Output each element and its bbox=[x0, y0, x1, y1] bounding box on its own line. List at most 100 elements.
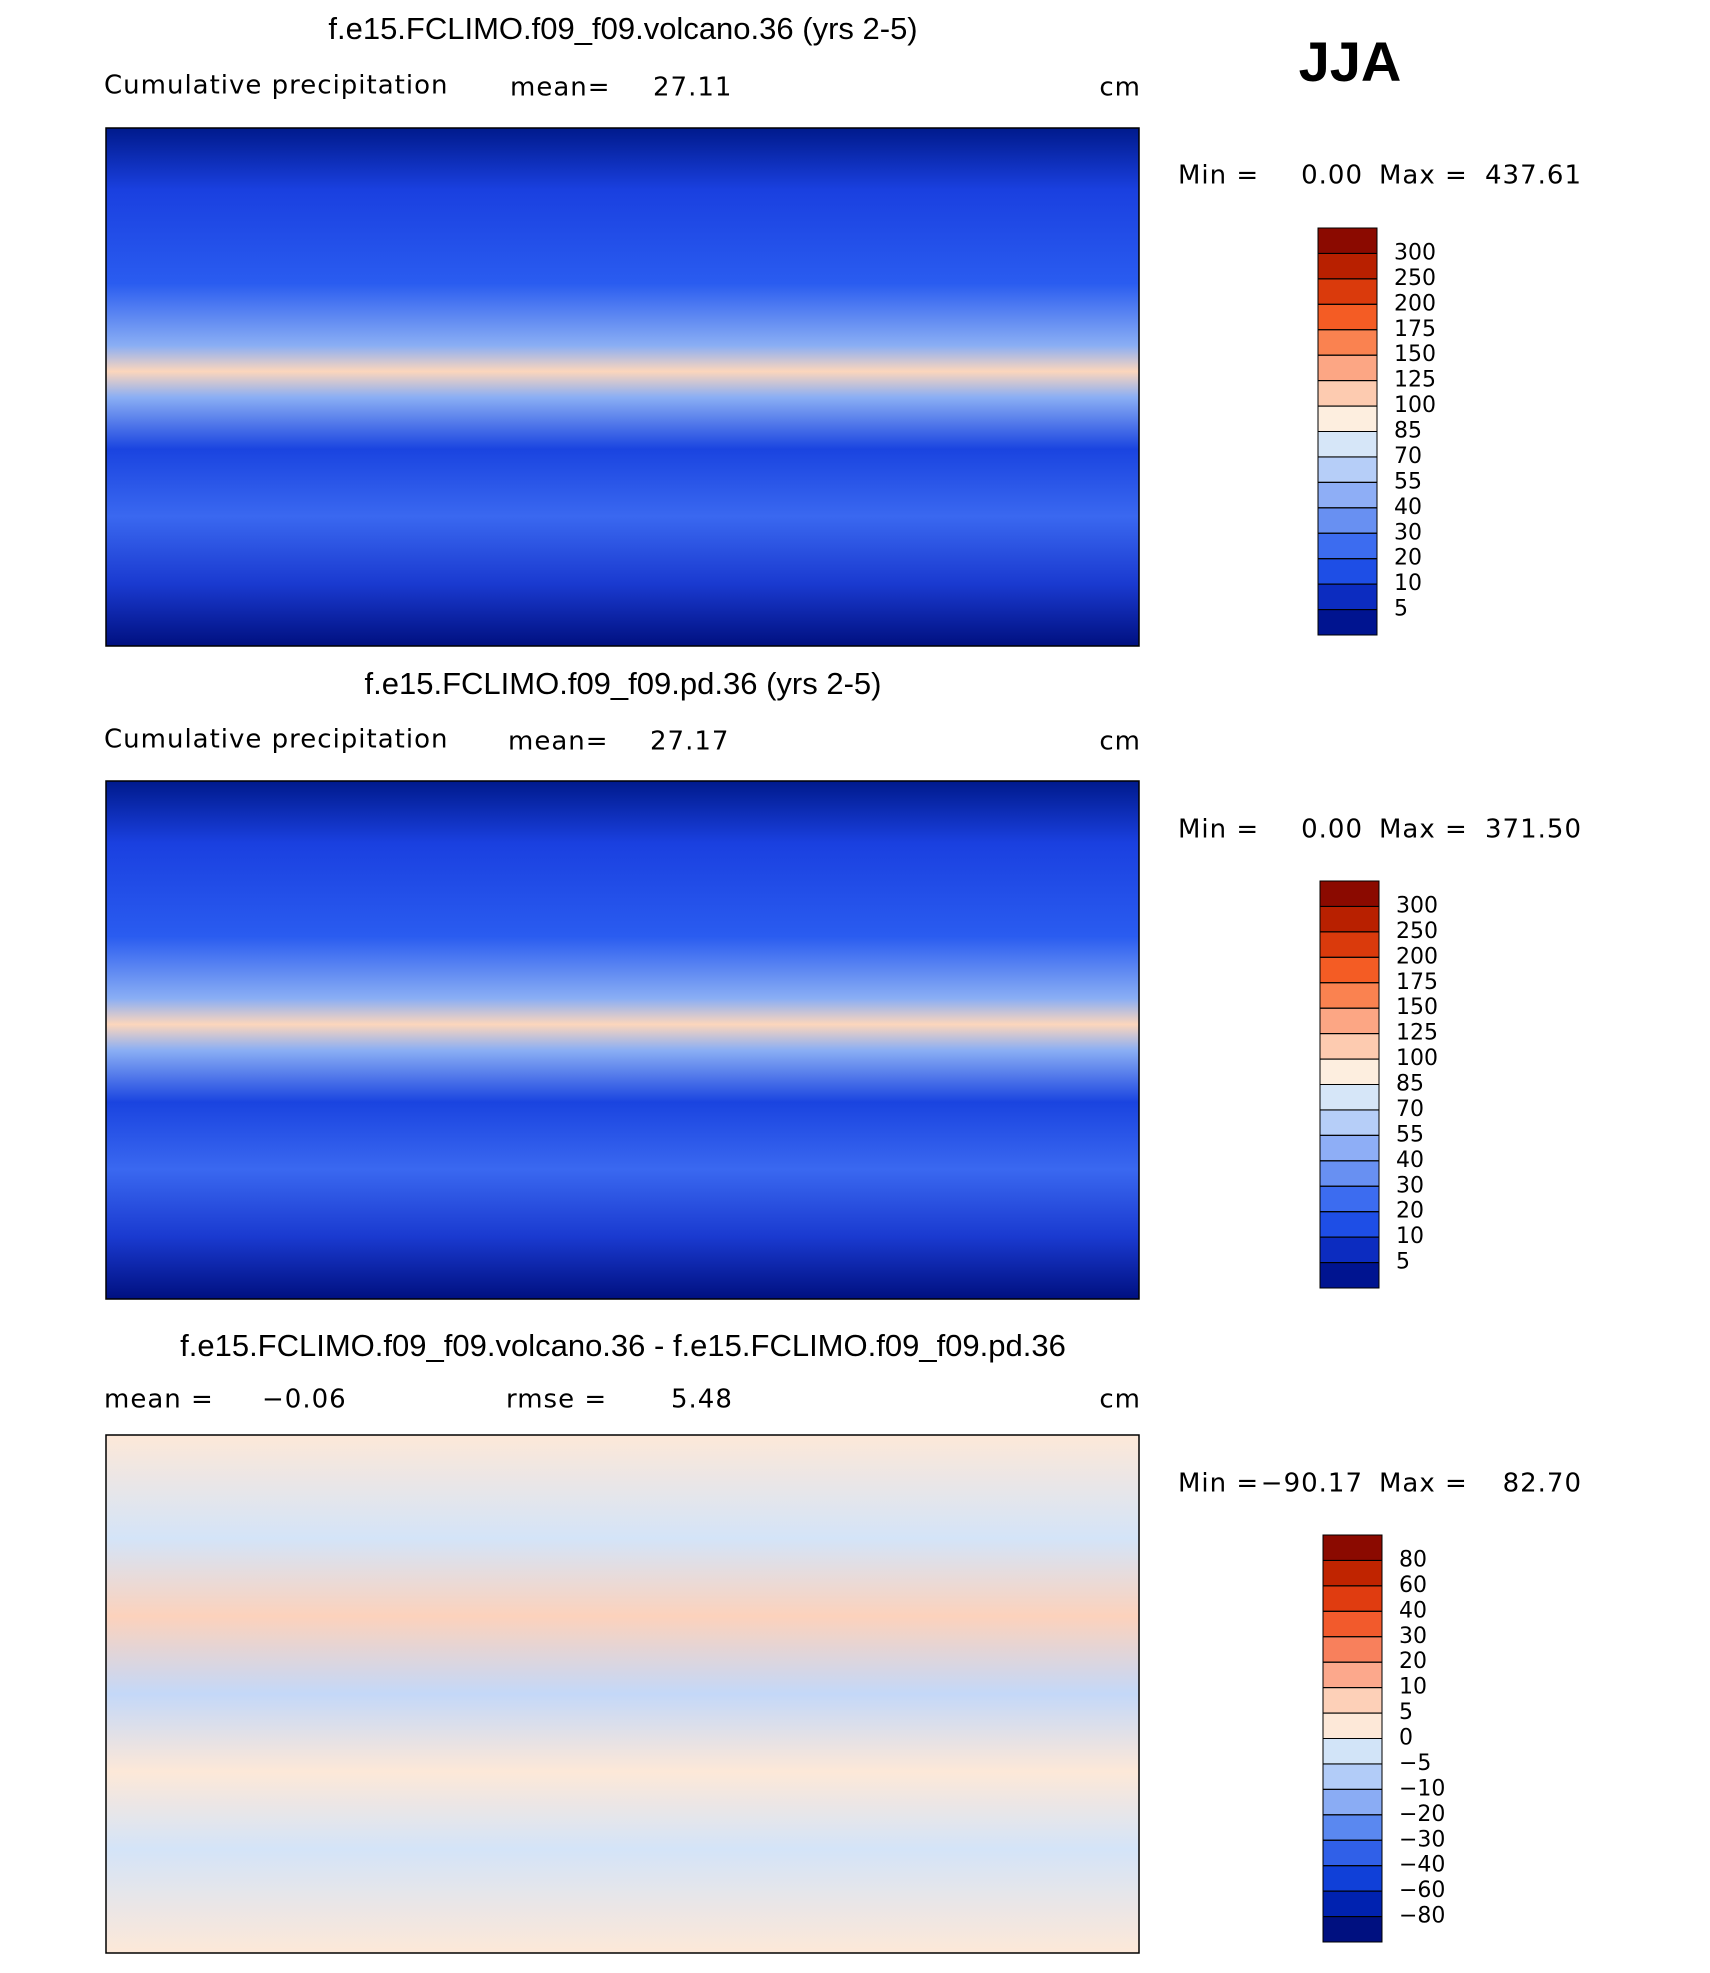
colorbar-segment bbox=[1322, 1687, 1383, 1714]
colorbar-label: 125 bbox=[1396, 1021, 1438, 1046]
colorbar-label: 20 bbox=[1394, 546, 1422, 571]
colorbar-label: 40 bbox=[1399, 1598, 1427, 1623]
colorbar-segment bbox=[1322, 1890, 1383, 1918]
colorbar-label: 55 bbox=[1394, 469, 1422, 494]
colorbar-segment bbox=[1317, 303, 1378, 331]
colorbar-label: 85 bbox=[1394, 419, 1422, 444]
colorbar-label: 125 bbox=[1394, 368, 1436, 393]
colorbar-segment bbox=[1317, 532, 1378, 560]
stat-label: mean = bbox=[104, 1385, 214, 1415]
colorbar-segment bbox=[1319, 1185, 1380, 1213]
colorbar-segment bbox=[1317, 507, 1378, 534]
colorbar-segment bbox=[1319, 982, 1380, 1009]
colorbar-segment bbox=[1319, 1058, 1380, 1085]
colorbar-label: 300 bbox=[1396, 893, 1438, 918]
min-label: Min = bbox=[1178, 815, 1259, 845]
colorbar-segment bbox=[1317, 583, 1378, 611]
colorbar-label: 40 bbox=[1396, 1148, 1424, 1173]
colorbar-segment bbox=[1317, 252, 1378, 280]
panel-title: f.e15.FCLIMO.f09_f09.volcano.36 (yrs 2-5… bbox=[328, 11, 917, 46]
field-label: Cumulative precipitation bbox=[104, 725, 448, 755]
min-value: 0.00 bbox=[1301, 815, 1363, 845]
colorbar-segment bbox=[1322, 1712, 1383, 1739]
stat-label: mean= bbox=[508, 727, 609, 757]
colorbar-label: 5 bbox=[1394, 597, 1408, 622]
min-value: 0.00 bbox=[1301, 161, 1363, 191]
colorbar-label: −30 bbox=[1399, 1827, 1445, 1852]
colorbar-segment bbox=[1322, 1534, 1383, 1561]
colorbar-label: 70 bbox=[1394, 444, 1422, 469]
colorbar-segment bbox=[1317, 609, 1378, 636]
colorbar-segment bbox=[1317, 558, 1378, 585]
colorbar-segment bbox=[1319, 1236, 1380, 1264]
colorbar-label: −10 bbox=[1399, 1776, 1445, 1801]
colorbar-label: 80 bbox=[1399, 1547, 1427, 1572]
colorbar-segment bbox=[1317, 227, 1378, 254]
stat-value: 27.11 bbox=[653, 73, 732, 103]
colorbar-label: 10 bbox=[1394, 571, 1422, 596]
colorbar-label: 200 bbox=[1396, 944, 1438, 969]
colorbar-segment bbox=[1322, 1788, 1383, 1816]
colorbar-label: 250 bbox=[1396, 919, 1438, 944]
map bbox=[105, 780, 1140, 1300]
colorbar-label: 20 bbox=[1396, 1199, 1424, 1224]
units: cm bbox=[1099, 727, 1141, 757]
max-label: Max = bbox=[1379, 161, 1468, 191]
colorbar-segment bbox=[1317, 405, 1378, 432]
colorbar-segment bbox=[1322, 1738, 1383, 1765]
colorbar-label: 5 bbox=[1396, 1250, 1410, 1275]
stat-value: 5.48 bbox=[671, 1385, 733, 1415]
min-label: Min = bbox=[1178, 161, 1259, 191]
stat-label: mean= bbox=[510, 73, 611, 103]
max-value: 82.70 bbox=[1503, 1469, 1582, 1499]
colorbar-label: 20 bbox=[1399, 1649, 1427, 1674]
colorbar-segment bbox=[1319, 1109, 1380, 1136]
max-value: 371.50 bbox=[1485, 815, 1582, 845]
colorbar-label: 175 bbox=[1394, 317, 1436, 342]
colorbar-label: 30 bbox=[1396, 1173, 1424, 1198]
colorbar-label: 150 bbox=[1396, 995, 1438, 1020]
stat-value: −0.06 bbox=[262, 1385, 347, 1415]
colorbar-segment bbox=[1319, 880, 1380, 907]
colorbar-label: 70 bbox=[1396, 1097, 1424, 1122]
max-label: Max = bbox=[1379, 1469, 1468, 1499]
colorbar-label: 85 bbox=[1396, 1072, 1424, 1097]
colorbar-label: −5 bbox=[1399, 1751, 1431, 1776]
map bbox=[105, 127, 1140, 647]
colorbar-label: −60 bbox=[1399, 1878, 1445, 1903]
colorbar-label: 150 bbox=[1394, 342, 1436, 367]
colorbar-segment bbox=[1319, 1134, 1380, 1162]
colorbar-segment bbox=[1317, 431, 1378, 458]
colorbar-label: −40 bbox=[1399, 1853, 1445, 1878]
field-label: Cumulative precipitation bbox=[104, 71, 448, 101]
min-value: −90.17 bbox=[1261, 1469, 1363, 1499]
panel-title: f.e15.FCLIMO.f09_f09.volcano.36 - f.e15.… bbox=[180, 1328, 1066, 1363]
colorbar-segment bbox=[1319, 1211, 1380, 1238]
colorbar-segment bbox=[1322, 1610, 1383, 1638]
colorbar-segment bbox=[1322, 1839, 1383, 1867]
colorbar-label: 175 bbox=[1396, 970, 1438, 995]
colorbar-label: 30 bbox=[1394, 520, 1422, 545]
colorbar-label: 100 bbox=[1394, 393, 1436, 418]
colorbar-label: 250 bbox=[1394, 266, 1436, 291]
colorbar-segment bbox=[1317, 456, 1378, 483]
colorbar-segment bbox=[1319, 1262, 1380, 1289]
season-label: JJA bbox=[1299, 30, 1402, 93]
colorbar-segment bbox=[1319, 956, 1380, 984]
min-label: Min = bbox=[1178, 1469, 1259, 1499]
colorbar-label: 30 bbox=[1399, 1624, 1427, 1649]
colorbar-segment bbox=[1317, 329, 1378, 356]
colorbar-label: 300 bbox=[1394, 240, 1436, 265]
colorbar-label: 100 bbox=[1396, 1046, 1438, 1071]
colorbar-label: 55 bbox=[1396, 1122, 1424, 1147]
colorbar-segment bbox=[1319, 1084, 1380, 1111]
units: cm bbox=[1099, 1385, 1141, 1415]
colorbar-segment bbox=[1319, 1160, 1380, 1187]
max-value: 437.61 bbox=[1485, 161, 1582, 191]
colorbar-segment bbox=[1319, 1033, 1380, 1060]
colorbar-label: 200 bbox=[1394, 291, 1436, 316]
colorbar-segment bbox=[1317, 380, 1378, 407]
colorbar-label: 5 bbox=[1399, 1700, 1413, 1725]
colorbar-segment bbox=[1322, 1636, 1383, 1663]
